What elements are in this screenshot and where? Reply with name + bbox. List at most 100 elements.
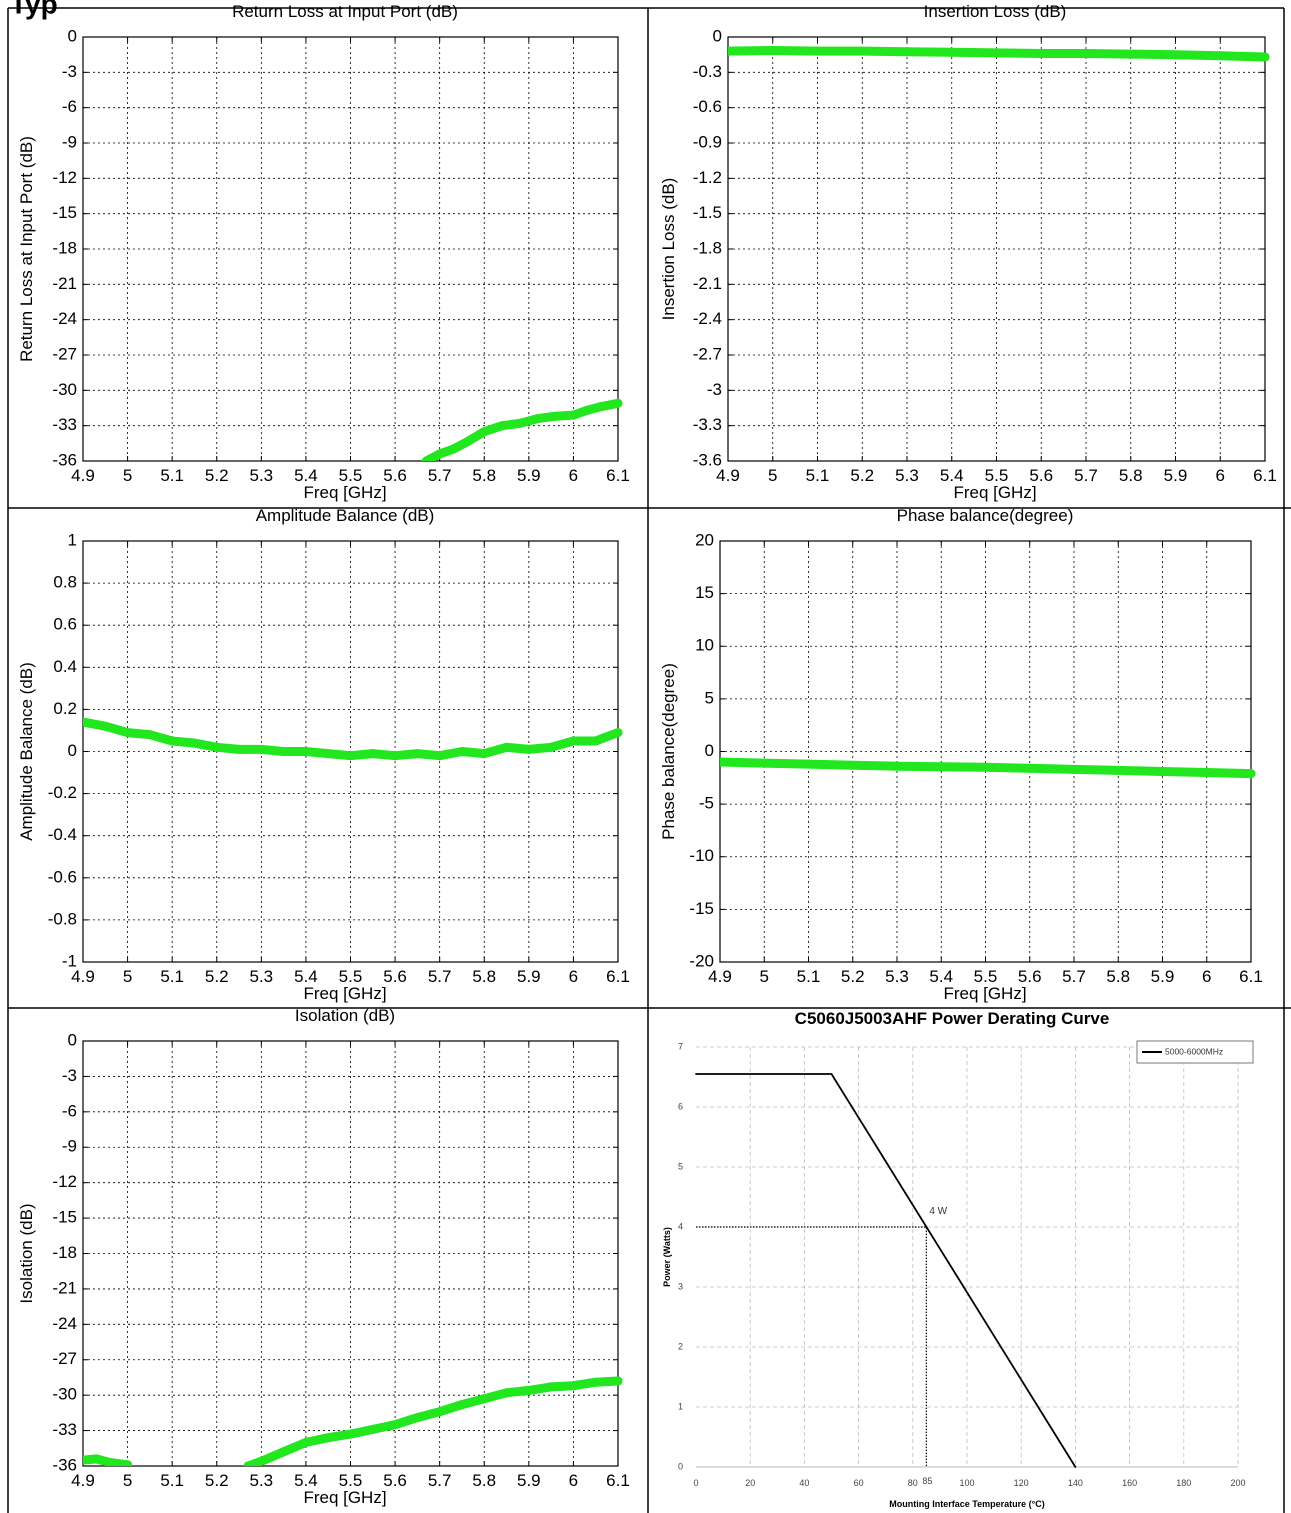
data-point (936, 762, 946, 772)
data-point (412, 749, 422, 759)
data-point (421, 456, 431, 461)
data-point (479, 427, 489, 437)
data-point (368, 749, 378, 759)
x-tick-label: 6.1 (606, 466, 630, 485)
x-axis-label: Freq [GHz] (953, 483, 1036, 502)
y-tick-label: -20 (689, 951, 714, 970)
data-point (435, 1407, 445, 1417)
x-tick-label: 5.9 (1164, 466, 1188, 485)
y-tick-label: -0.6 (48, 867, 77, 886)
x-tick-label: 5.5 (974, 967, 998, 986)
data-point (1069, 764, 1079, 774)
y-tick-label: -27 (52, 1349, 77, 1368)
y-tick-label: -3 (707, 380, 722, 399)
y-tick-label: -0.6 (693, 97, 722, 116)
data-point (457, 747, 467, 756)
x-tick-label: 80 (908, 1478, 918, 1488)
data-point (279, 1447, 289, 1457)
y-tick-label: -1.2 (693, 168, 722, 187)
data-point (1158, 767, 1167, 776)
data-point (1246, 769, 1256, 779)
x-tick-label: 40 (799, 1478, 809, 1488)
section-heading-fragment: Typ (10, 0, 58, 19)
y-tick-label: 0 (68, 26, 77, 45)
x-tick-label: 6.1 (1239, 967, 1263, 986)
x-tick-label: 6 (569, 967, 578, 986)
data-point (695, 1073, 697, 1075)
x-tick-label: 200 (1230, 1478, 1245, 1488)
y-tick-label: -1.8 (693, 238, 722, 257)
data-point (568, 1381, 578, 1391)
data-point (105, 1458, 115, 1466)
data-point (830, 1073, 833, 1075)
x-tick-label: 100 (959, 1478, 974, 1488)
x-tick-label: 5.2 (205, 1471, 229, 1490)
charts-container: 4.9 5 5.1 5.2 5.3 5.4 5.5 5.6 5.7 5.8 5.9 6 6.1 0 -3 -6… (17, 2, 1277, 1509)
data-point (301, 747, 311, 756)
chart-title: Phase balance(degree) (897, 506, 1074, 525)
data-point (497, 421, 507, 431)
y-tick-label: -36 (52, 1455, 77, 1474)
x-tick-label: 5.9 (517, 466, 541, 485)
data-point (613, 1376, 623, 1386)
data-point (981, 762, 990, 772)
x-tick-label: 4.9 (71, 466, 95, 485)
y-tick-label: -0.2 (48, 783, 77, 802)
x-tick-label: 5.1 (797, 967, 821, 986)
isolation-chart: 4.9 5 5.1 5.2 5.3 5.4 5.5 5.6 5.7 5.8 5.9 6 6.1 0 -3 -6… (17, 1006, 630, 1507)
data-point (768, 46, 778, 55)
x-tick-label: 5.3 (250, 466, 274, 485)
y-tick-label: -3 (62, 1066, 77, 1085)
y-tick-label: 1 (678, 1401, 683, 1411)
y-tick-label: -12 (52, 1172, 77, 1191)
x-tick-label: 4.9 (71, 1471, 95, 1490)
y-tick-label: -1.5 (693, 203, 722, 222)
x-tick-label: 20 (745, 1478, 755, 1488)
plot-frame (719, 540, 1252, 963)
chart-title: Amplitude Balance (dB) (256, 506, 435, 525)
x-tick-label: 5 (760, 967, 769, 986)
y-tick-label: -0.4 (48, 825, 77, 844)
data-point (720, 757, 725, 767)
x-tick-label: 4.9 (71, 967, 95, 986)
data-point (1171, 50, 1180, 60)
y-tick-label: -21 (52, 274, 77, 293)
data-point (279, 747, 289, 756)
data-point (100, 721, 110, 731)
x-tick-label: 5.9 (1151, 967, 1175, 986)
plot-frame (82, 540, 619, 963)
data-point (1113, 765, 1123, 775)
y-tick-label: 0 (68, 1030, 77, 1049)
x-tick-label: 6.1 (606, 1471, 630, 1490)
data-point (502, 742, 511, 752)
data-point (546, 1382, 556, 1392)
y-tick-label: -6 (62, 1101, 77, 1120)
data-point (524, 744, 534, 754)
x-tick-label: 5.3 (895, 466, 919, 485)
x-tick-label: 5.9 (517, 967, 541, 986)
x-tick-label: 5.6 (383, 466, 407, 485)
data-point (256, 1456, 266, 1466)
plot-frame (82, 36, 619, 462)
x-tick-label: 5.3 (250, 967, 274, 986)
x-tick-label: 5.1 (806, 466, 830, 485)
data-point (533, 414, 543, 424)
data-point (435, 449, 445, 459)
data-point (323, 1433, 333, 1443)
y-tick-label: -1 (62, 951, 77, 970)
data-point (123, 1460, 133, 1466)
x-tick-label: 5.4 (940, 466, 964, 485)
return-loss-chart: 4.9 5 5.1 5.2 5.3 5.4 5.5 5.6 5.7 5.8 5.9 6 6.1 0 -3 -6… (17, 2, 630, 502)
data-point (515, 418, 525, 428)
x-tick-label: 5.4 (294, 967, 318, 986)
y-tick-label: 0 (678, 1461, 683, 1471)
x-tick-label: 180 (1176, 1478, 1191, 1488)
data-point (546, 742, 556, 752)
x-tick-label: 160 (1122, 1478, 1137, 1488)
x-tick-label: 5.6 (383, 1471, 407, 1490)
x-tick-label: 6 (1202, 967, 1211, 986)
y-tick-label: 0.6 (53, 615, 77, 634)
data-point (479, 1394, 489, 1404)
x-tick-label: 5.8 (472, 1471, 496, 1490)
phase-balance-chart: 4.9 5 5.1 5.2 5.3 5.4 5.5 5.6 5.7 5.8 5.9 6 6.1 20 15 1… (659, 506, 1263, 1003)
